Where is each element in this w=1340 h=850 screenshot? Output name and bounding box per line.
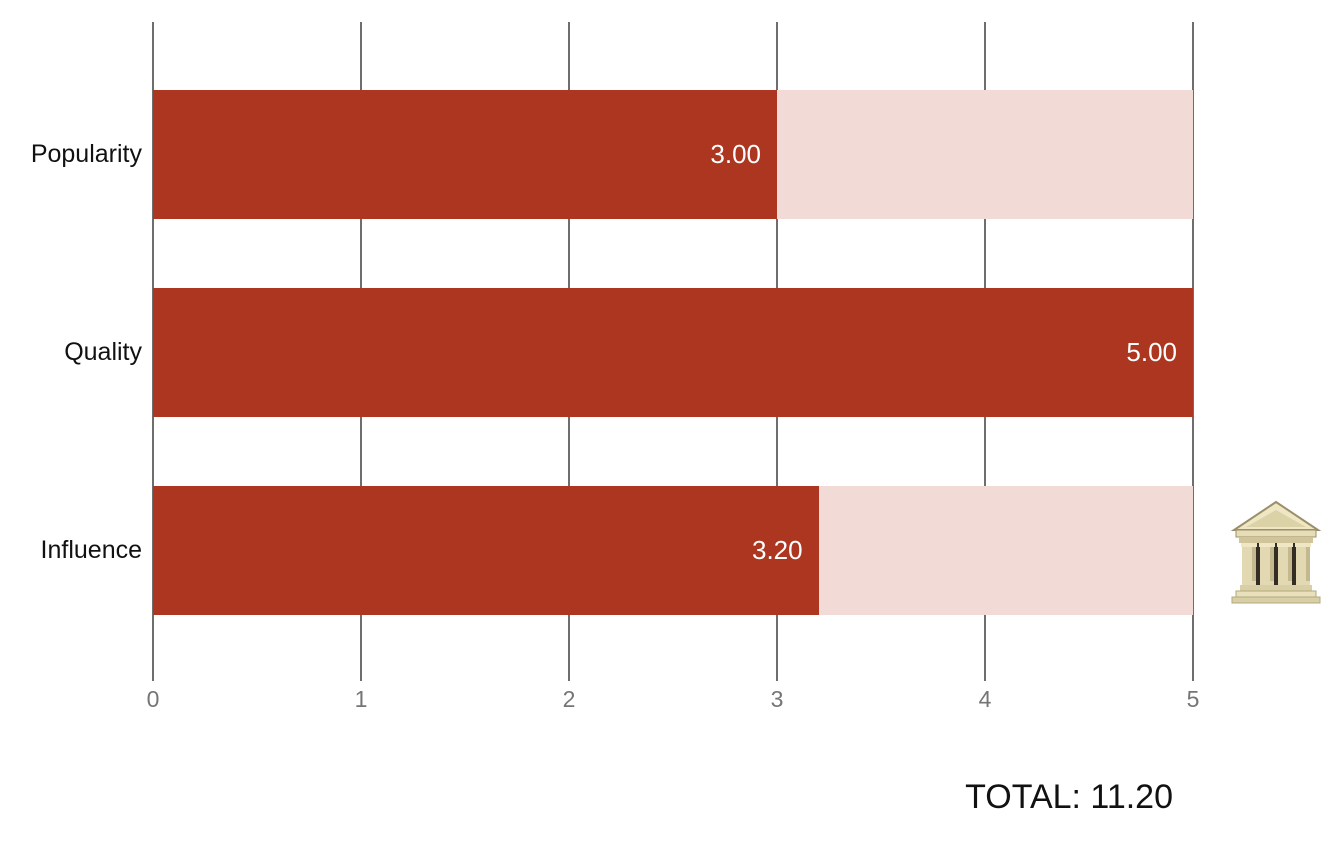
bar-fill: 5.00 [153,288,1193,417]
x-tick-label-3: 3 [770,686,784,712]
bar-track: 3.20 [153,486,1193,615]
bar-row-quality: Quality 5.00 [0,288,1340,417]
bar-fill: 3.00 [153,90,777,219]
total-score-label: TOTAL: 11.20 [965,778,1173,816]
gridline-x-5 [1192,22,1194,681]
x-tick-label-0: 0 [146,686,160,712]
x-tick-label-5: 5 [1186,686,1200,712]
category-label-influence: Influence [40,536,142,564]
bar-row-influence: Influence 3.20 [0,486,1340,615]
bar-track: 3.00 [153,90,1193,219]
x-tick-label-2: 2 [562,686,576,712]
bar-value-label: 5.00 [1126,337,1177,367]
bar-row-popularity: Popularity 3.00 [0,90,1340,219]
bar-fill: 3.20 [153,486,819,615]
category-label-quality: Quality [64,338,142,366]
bar-value-label: 3.00 [710,139,761,169]
x-tick-label-1: 1 [354,686,368,712]
bar-track: 5.00 [153,288,1193,417]
x-tick-label-4: 4 [978,686,992,712]
category-label-popularity: Popularity [30,140,142,168]
bar-value-label: 3.20 [751,535,803,565]
classical-building-icon [1230,498,1322,606]
